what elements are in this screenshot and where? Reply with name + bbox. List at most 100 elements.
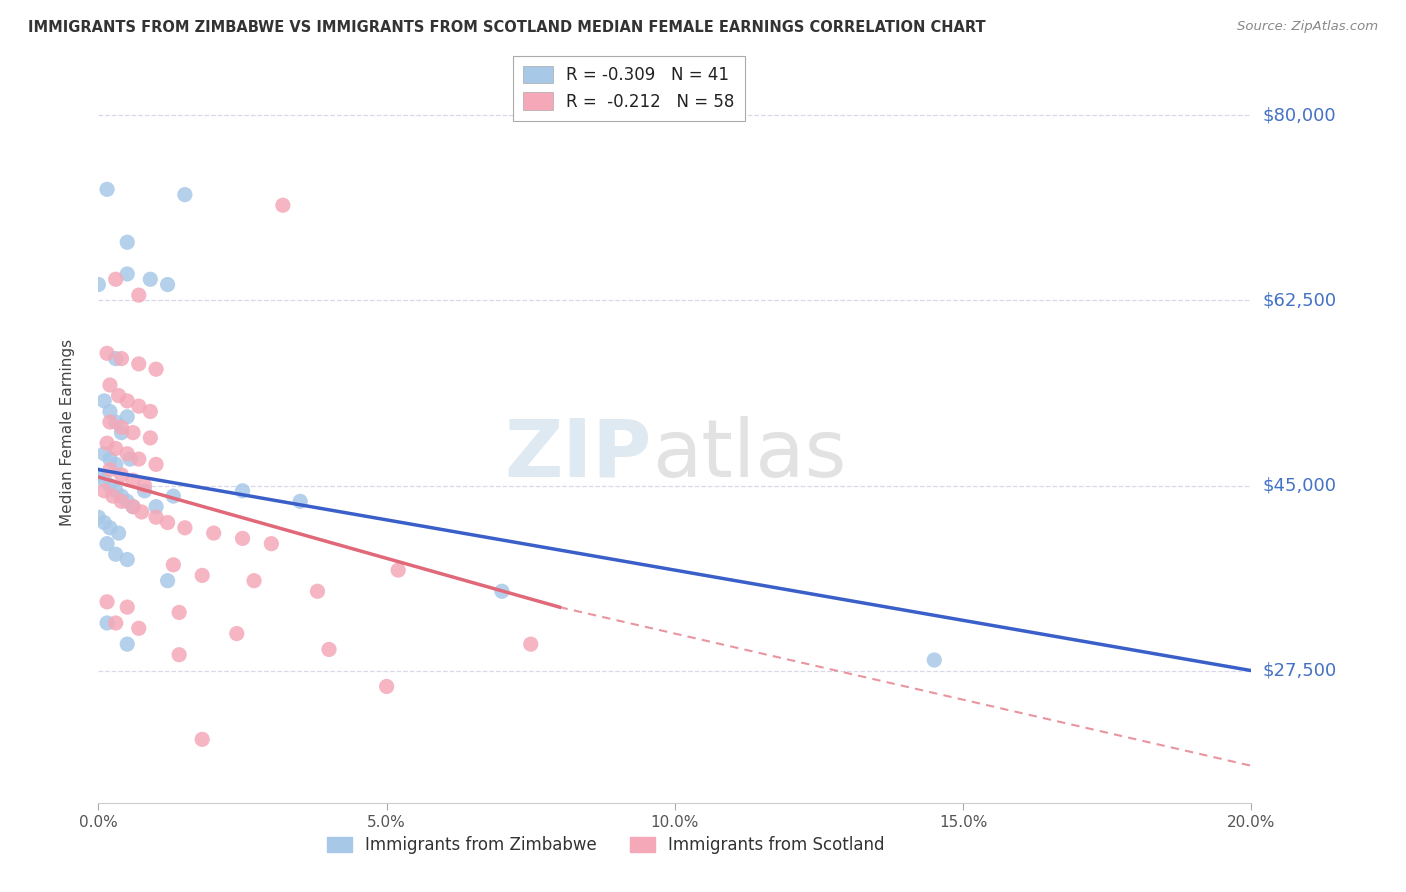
Point xyxy=(131,505,153,519)
Text: $27,500: $27,500 xyxy=(1263,662,1337,680)
Point xyxy=(117,600,139,615)
Point xyxy=(104,442,127,456)
Point xyxy=(128,399,150,413)
Point xyxy=(98,415,121,429)
Point xyxy=(167,648,190,662)
Point xyxy=(387,563,409,577)
Point xyxy=(122,473,145,487)
Point xyxy=(191,568,214,582)
Point xyxy=(145,362,167,376)
Point xyxy=(96,182,118,196)
Point xyxy=(96,595,118,609)
Point xyxy=(134,483,156,498)
Point xyxy=(104,458,127,472)
Point xyxy=(117,409,139,424)
Point xyxy=(104,547,127,561)
Point xyxy=(117,235,139,250)
Point xyxy=(128,452,150,467)
Point xyxy=(145,510,167,524)
Point xyxy=(87,510,110,524)
Point xyxy=(231,532,254,546)
Point xyxy=(110,489,132,503)
Point xyxy=(162,558,184,572)
Point xyxy=(107,389,129,403)
Point xyxy=(128,288,150,302)
Point xyxy=(260,536,283,550)
Point xyxy=(110,425,132,440)
Point xyxy=(98,452,121,467)
Text: $62,500: $62,500 xyxy=(1263,292,1337,310)
Point xyxy=(87,277,110,292)
Point xyxy=(98,462,121,476)
Point xyxy=(128,357,150,371)
Point xyxy=(156,277,179,292)
Text: ZIP: ZIP xyxy=(505,416,652,494)
Point xyxy=(375,680,398,694)
Point xyxy=(202,526,225,541)
Point xyxy=(120,452,142,467)
Point xyxy=(93,447,115,461)
Point xyxy=(110,467,132,482)
Point xyxy=(93,393,115,408)
Point xyxy=(117,267,139,281)
Point xyxy=(191,732,214,747)
Point xyxy=(145,500,167,514)
Point xyxy=(107,526,129,541)
Point xyxy=(104,272,127,286)
Text: $45,000: $45,000 xyxy=(1263,476,1337,494)
Point xyxy=(167,606,190,620)
Point xyxy=(96,436,118,450)
Point xyxy=(117,393,139,408)
Point xyxy=(139,431,162,445)
Point xyxy=(117,494,139,508)
Point xyxy=(104,615,127,630)
Point xyxy=(93,516,115,530)
Point xyxy=(122,500,145,514)
Text: IMMIGRANTS FROM ZIMBABWE VS IMMIGRANTS FROM SCOTLAND MEDIAN FEMALE EARNINGS CORR: IMMIGRANTS FROM ZIMBABWE VS IMMIGRANTS F… xyxy=(28,20,986,35)
Text: Source: ZipAtlas.com: Source: ZipAtlas.com xyxy=(1237,20,1378,33)
Point xyxy=(139,404,162,418)
Point xyxy=(104,351,127,366)
Point xyxy=(491,584,513,599)
Point xyxy=(520,637,543,651)
Point xyxy=(156,516,179,530)
Point xyxy=(96,615,118,630)
Point xyxy=(139,272,162,286)
Point xyxy=(117,637,139,651)
Point xyxy=(117,552,139,566)
Point xyxy=(110,351,132,366)
Point xyxy=(174,521,197,535)
Point xyxy=(225,626,247,640)
Point xyxy=(98,521,121,535)
Point xyxy=(93,483,115,498)
Point xyxy=(87,467,110,482)
Point xyxy=(96,346,118,360)
Point xyxy=(145,458,167,472)
Point xyxy=(110,494,132,508)
Point xyxy=(98,404,121,418)
Point xyxy=(96,536,118,550)
Point xyxy=(162,489,184,503)
Point xyxy=(243,574,266,588)
Point xyxy=(174,187,197,202)
Point xyxy=(117,447,139,461)
Point xyxy=(93,473,115,487)
Point xyxy=(307,584,329,599)
Text: atlas: atlas xyxy=(652,416,846,494)
Point xyxy=(98,378,121,392)
Legend: Immigrants from Zimbabwe, Immigrants from Scotland: Immigrants from Zimbabwe, Immigrants fro… xyxy=(321,830,891,861)
Point xyxy=(101,489,124,503)
Point xyxy=(156,574,179,588)
Y-axis label: Median Female Earnings: Median Female Earnings xyxy=(60,339,75,526)
Point xyxy=(110,420,132,434)
Point xyxy=(122,500,145,514)
Point xyxy=(104,415,127,429)
Point xyxy=(231,483,254,498)
Point xyxy=(924,653,946,667)
Text: $80,000: $80,000 xyxy=(1263,106,1336,124)
Point xyxy=(128,621,150,635)
Point xyxy=(318,642,340,657)
Point xyxy=(290,494,312,508)
Point xyxy=(104,483,127,498)
Point xyxy=(271,198,294,212)
